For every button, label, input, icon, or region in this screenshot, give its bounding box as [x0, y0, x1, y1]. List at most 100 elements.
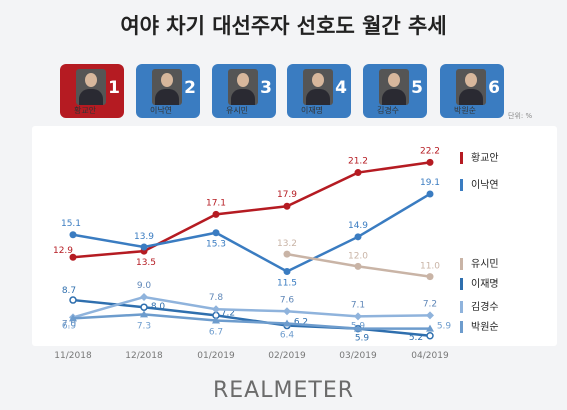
data-label: 17.1 [206, 198, 226, 208]
x-tick-label: 12/2018 [125, 351, 163, 361]
candidate-name: 이낙연 [149, 106, 173, 115]
legend-item-2: 이낙연 [456, 177, 548, 195]
candidate-photo [152, 69, 182, 105]
data-label: 7.2 [423, 299, 437, 309]
candidate-number: 2 [184, 78, 196, 98]
data-point [354, 233, 362, 241]
legend-label: 박원순 [471, 322, 499, 333]
data-label: 11.5 [277, 279, 297, 289]
data-point [426, 190, 434, 198]
candidate-photo [456, 69, 486, 105]
data-label: 12.0 [348, 251, 368, 261]
data-label: 17.9 [277, 190, 297, 200]
candidate-photo [76, 69, 106, 105]
candidate-card-4: 이재명 4 [287, 64, 351, 118]
x-tick-label: 04/2019 [411, 351, 449, 361]
candidate-name: 박원순 [453, 106, 477, 115]
legend-item-1: 황교안 [456, 150, 548, 168]
data-point [283, 319, 291, 327]
candidate-name: 황교안 [73, 106, 97, 115]
legend-item-3: 유시민 [456, 256, 548, 274]
data-label: 21.2 [348, 157, 368, 167]
data-point [69, 314, 77, 322]
data-label: 6.9 [62, 321, 77, 331]
legend: 황교안 이낙연 유시민 이재명 김경수 박원순 [456, 0, 556, 400]
candidate-photo [303, 69, 333, 105]
candidate-name: 이재명 [300, 106, 324, 115]
data-label: 14.9 [348, 221, 368, 231]
data-point [354, 169, 362, 177]
candidate-number: 6 [488, 78, 500, 98]
series-line [72, 192, 431, 273]
legend-label: 유시민 [471, 259, 499, 270]
candidate-card-2: 이낙연 2 [136, 64, 200, 118]
series-line [72, 313, 430, 330]
data-point [426, 311, 434, 320]
data-label: 7.3 [137, 321, 151, 331]
data-label: 8.0 [151, 302, 166, 312]
data-point [69, 296, 77, 304]
unit-label: 단위: % [508, 112, 533, 120]
data-label: 11.0 [420, 262, 440, 272]
data-label: 7.1 [351, 300, 365, 310]
candidate-cards: 황교안 1 이낙연 2 유시민 3 이재명 4 김경수 5 박원순 6 [0, 64, 567, 120]
legend-item-6: 박원순 [456, 319, 548, 337]
data-point [426, 158, 434, 166]
data-point [212, 316, 220, 324]
series-line [72, 295, 431, 319]
data-point [140, 303, 148, 311]
data-label: 5.2 [409, 333, 423, 343]
data-point [283, 202, 291, 210]
data-point [426, 273, 434, 281]
data-label: 15.3 [206, 240, 226, 250]
plot-area [32, 126, 557, 346]
candidate-number: 5 [411, 78, 423, 98]
data-point [212, 305, 220, 314]
legend-label: 이재명 [471, 279, 499, 290]
candidate-photo [379, 69, 409, 105]
data-label: 5.9 [351, 322, 366, 332]
data-label: 15.1 [61, 219, 81, 229]
line-chart: 11/2018 12/2018 01/2019 02/2019 03/2019 04/20… [32, 126, 557, 361]
data-point [426, 332, 434, 340]
data-label: 12.9 [53, 246, 73, 256]
x-tick-label: 02/2019 [268, 351, 306, 361]
data-label: 13.5 [136, 258, 156, 268]
data-label: 7.2 [221, 308, 235, 318]
candidate-name: 유시민 [225, 106, 249, 115]
data-label: 9.0 [137, 281, 152, 291]
data-point [140, 293, 148, 301]
data-label: 7.8 [209, 293, 224, 303]
candidate-number: 3 [260, 78, 272, 98]
data-point [426, 324, 434, 332]
data-point [212, 229, 220, 237]
data-label: 13.2 [277, 239, 297, 249]
candidate-number: 1 [108, 78, 120, 98]
data-point [354, 312, 362, 321]
data-point [69, 253, 77, 261]
data-label: 5.9 [437, 322, 452, 332]
data-point [354, 262, 362, 270]
x-tick-label: 01/2019 [197, 351, 235, 361]
chart-title: 여야 차기 대선주자 선호도 월간 추세 [120, 14, 447, 38]
data-point [140, 243, 148, 251]
data-label: 8.7 [62, 286, 76, 296]
x-tick-label: 03/2019 [339, 351, 377, 361]
data-point [283, 307, 291, 316]
candidate-number: 4 [335, 78, 347, 98]
x-tick-label: 11/2018 [54, 351, 92, 361]
candidate-photo [228, 69, 258, 105]
data-point [283, 250, 291, 258]
data-label: 5.9 [355, 334, 370, 344]
legend-label: 김경수 [471, 302, 499, 313]
data-point [283, 268, 291, 275]
data-point [212, 210, 220, 218]
legend-item-5: 김경수 [456, 299, 548, 317]
candidate-card-1: 황교안 1 [60, 64, 124, 118]
data-label: 6.2 [294, 318, 308, 328]
candidate-card-5: 김경수 5 [363, 64, 427, 118]
series-line [72, 161, 431, 259]
legend-label: 황교안 [471, 153, 499, 164]
legend-label: 이낙연 [471, 180, 499, 191]
data-label: 22.2 [420, 146, 440, 156]
